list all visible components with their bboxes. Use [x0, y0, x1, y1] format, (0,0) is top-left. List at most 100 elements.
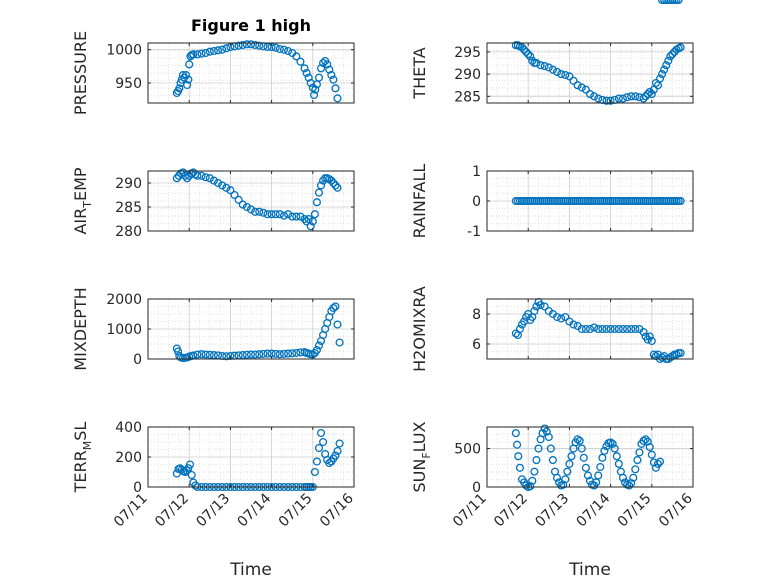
figure-title: Figure 1 high — [191, 16, 311, 35]
data-point — [275, 210, 284, 219]
data-point — [594, 324, 603, 334]
data-point — [627, 324, 636, 334]
data-point — [230, 190, 239, 200]
y-tick-label: 285 — [115, 200, 142, 216]
terrain-msl-plot: 0 200 400 07/11 07/12 07/13 07/14 07/15 07/16 TER… — [71, 420, 357, 580]
data-point — [590, 92, 599, 101]
data-point — [209, 46, 218, 56]
data-point — [645, 442, 654, 452]
y-tick-label: 2000 — [106, 292, 142, 308]
data-point — [614, 459, 623, 468]
data-point — [567, 452, 576, 461]
data-point — [251, 207, 260, 216]
data-point — [246, 40, 256, 49]
data-point — [575, 436, 584, 445]
data-point — [234, 195, 243, 204]
data-point — [306, 222, 315, 231]
data-point — [251, 40, 260, 50]
y-tick-label: 285 — [454, 89, 481, 105]
data-point — [676, 196, 685, 206]
data-point — [668, 50, 677, 59]
data-point — [532, 456, 541, 465]
data-point — [312, 198, 321, 207]
y-axis-label: THETA — [410, 47, 429, 99]
axes-box — [486, 298, 694, 360]
data-point — [259, 208, 268, 217]
data-point — [333, 183, 342, 192]
data-point — [585, 324, 595, 334]
data-point — [316, 428, 326, 438]
theta-plot: 285 290 295 THETA — [410, 41, 694, 105]
data-point — [559, 480, 568, 489]
data-point — [581, 463, 590, 472]
data-point — [565, 459, 574, 468]
data-point — [329, 303, 338, 313]
data-point — [300, 64, 309, 73]
x-tick-label: 07/16 — [656, 490, 696, 530]
data-point — [612, 452, 621, 461]
data-point — [647, 90, 656, 99]
data-point — [312, 345, 321, 355]
data-point — [271, 43, 280, 52]
data-point — [655, 457, 665, 466]
data-point — [513, 440, 522, 449]
y-tick-label: 0 — [472, 480, 481, 496]
y-axis-label: H2OMIXRA — [410, 286, 429, 372]
data-point — [534, 444, 543, 453]
data-point — [222, 183, 231, 192]
data-point — [333, 446, 342, 456]
data-point — [647, 336, 656, 346]
data-point — [528, 56, 537, 65]
y-tick-label: 1 — [472, 164, 481, 180]
data-point — [242, 202, 251, 212]
data-point — [333, 94, 342, 103]
data-point — [246, 350, 256, 359]
data-point — [333, 320, 342, 329]
data-point — [255, 350, 264, 359]
data-point — [312, 457, 321, 466]
x-tick-label: 07/15 — [615, 491, 655, 531]
data-point — [310, 210, 319, 219]
data-point — [183, 80, 192, 90]
data-point — [288, 212, 297, 221]
data-point — [331, 302, 340, 311]
data-point — [246, 205, 256, 214]
data-point — [314, 341, 324, 350]
data-point — [255, 41, 264, 50]
data-point — [623, 93, 632, 102]
data-point — [561, 475, 570, 484]
data-point — [319, 58, 328, 68]
data-point — [530, 306, 539, 316]
data-point — [581, 85, 590, 94]
data-point — [544, 63, 553, 72]
data-point — [242, 350, 251, 359]
data-point — [292, 52, 301, 61]
data-point — [279, 211, 289, 220]
data-markers — [511, 196, 685, 206]
data-point — [639, 94, 648, 103]
x-tick-label: 07/13 — [532, 491, 572, 531]
data-point — [267, 210, 276, 219]
y-tick-label: 0 — [133, 480, 142, 496]
data-point — [329, 178, 338, 188]
data-point — [610, 444, 619, 453]
data-point — [528, 476, 537, 485]
data-point — [563, 467, 572, 476]
axes-box — [486, 42, 694, 104]
rainfall-plot: -1 0 1 RAINFALL — [410, 164, 694, 240]
data-point — [175, 84, 184, 93]
data-point — [522, 481, 531, 490]
data-point — [213, 46, 223, 55]
data-point — [530, 467, 539, 476]
data-point — [532, 302, 541, 311]
data-point — [184, 464, 193, 473]
data-point — [310, 467, 319, 477]
y-tick-label: 280 — [115, 224, 142, 240]
data-point — [242, 40, 251, 49]
data-point — [213, 178, 223, 188]
data-point — [536, 300, 545, 310]
h2omixra-plot: 6 8 H2OMIXRA — [410, 286, 694, 372]
data-point — [311, 85, 320, 94]
x-tick-label: 07/11 — [111, 491, 151, 531]
data-point — [577, 324, 586, 334]
